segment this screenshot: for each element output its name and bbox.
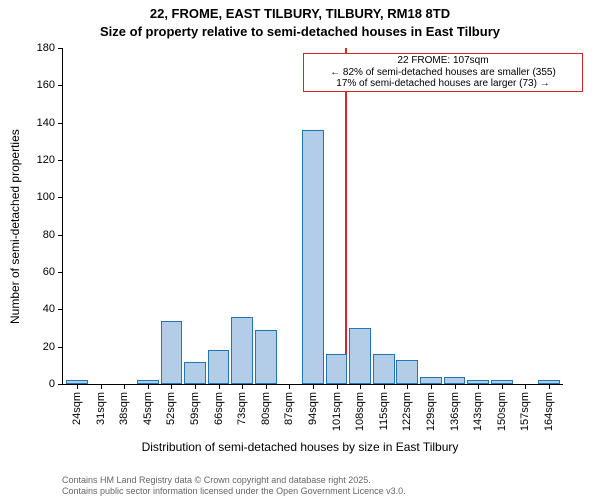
annotation-line2: ← 82% of semi-detached houses are smalle… bbox=[308, 67, 578, 79]
chart-title-line2: Size of property relative to semi-detach… bbox=[0, 24, 600, 39]
x-tick bbox=[171, 384, 172, 389]
footer-line1: Contains HM Land Registry data © Crown c… bbox=[62, 475, 406, 485]
x-tick-label: 101sqm bbox=[331, 392, 343, 431]
y-tick-label: 60 bbox=[43, 266, 55, 278]
x-tick bbox=[124, 384, 125, 389]
x-axis-label: Distribution of semi-detached houses by … bbox=[0, 440, 600, 454]
x-tick-label: 87sqm bbox=[283, 392, 295, 425]
histogram-bar bbox=[255, 330, 277, 384]
y-tick-label: 120 bbox=[37, 154, 55, 166]
annotation-box: 22 FROME: 107sqm ← 82% of semi-detached … bbox=[303, 53, 583, 92]
y-tick bbox=[58, 197, 63, 198]
chart-container: { "title_line1": "22, FROME, EAST TILBUR… bbox=[0, 0, 600, 500]
x-tick bbox=[360, 384, 361, 389]
y-tick bbox=[58, 347, 63, 348]
x-tick-label: 157sqm bbox=[519, 392, 531, 431]
histogram-bar bbox=[444, 377, 466, 384]
x-tick bbox=[337, 384, 338, 389]
x-tick-label: 52sqm bbox=[165, 392, 177, 425]
histogram-bar bbox=[396, 360, 418, 384]
x-tick-label: 45sqm bbox=[142, 392, 154, 425]
y-tick bbox=[58, 85, 63, 86]
x-tick-label: 31sqm bbox=[95, 392, 107, 425]
y-tick bbox=[58, 309, 63, 310]
x-tick-label: 108sqm bbox=[354, 392, 366, 431]
y-tick bbox=[58, 235, 63, 236]
x-tick bbox=[219, 384, 220, 389]
y-tick bbox=[58, 123, 63, 124]
x-tick bbox=[502, 384, 503, 389]
x-tick-label: 122sqm bbox=[401, 392, 413, 431]
x-tick bbox=[266, 384, 267, 389]
footer-line2: Contains public sector information licen… bbox=[62, 486, 406, 496]
histogram-bar bbox=[326, 354, 348, 384]
x-tick-label: 80sqm bbox=[260, 392, 272, 425]
histogram-bar bbox=[373, 354, 395, 384]
x-tick bbox=[431, 384, 432, 389]
x-tick bbox=[549, 384, 550, 389]
x-tick-label: 59sqm bbox=[189, 392, 201, 425]
property-marker-line bbox=[345, 48, 347, 384]
y-tick-label: 40 bbox=[43, 303, 55, 315]
x-tick-label: 164sqm bbox=[543, 392, 555, 431]
x-tick bbox=[525, 384, 526, 389]
x-tick bbox=[101, 384, 102, 389]
x-tick-label: 66sqm bbox=[213, 392, 225, 425]
y-tick-label: 160 bbox=[37, 79, 55, 91]
annotation-line3: 17% of semi-detached houses are larger (… bbox=[308, 78, 578, 90]
annotation-line1: 22 FROME: 107sqm bbox=[308, 55, 578, 67]
histogram-bar bbox=[302, 130, 324, 384]
x-tick-label: 136sqm bbox=[449, 392, 461, 431]
y-tick bbox=[58, 48, 63, 49]
x-tick-label: 150sqm bbox=[496, 392, 508, 431]
histogram-bar bbox=[161, 321, 183, 384]
y-tick bbox=[58, 160, 63, 161]
x-tick-label: 143sqm bbox=[472, 392, 484, 431]
y-tick bbox=[58, 272, 63, 273]
x-tick bbox=[407, 384, 408, 389]
x-tick bbox=[195, 384, 196, 389]
histogram-bar bbox=[184, 362, 206, 384]
histogram-bar bbox=[349, 328, 371, 384]
y-tick-label: 80 bbox=[43, 229, 55, 241]
x-tick bbox=[384, 384, 385, 389]
x-tick-label: 38sqm bbox=[118, 392, 130, 425]
x-tick-label: 73sqm bbox=[236, 392, 248, 425]
y-tick-label: 140 bbox=[37, 117, 55, 129]
y-tick-label: 20 bbox=[43, 341, 55, 353]
y-tick-label: 0 bbox=[49, 378, 55, 390]
x-tick bbox=[455, 384, 456, 389]
x-tick bbox=[313, 384, 314, 389]
histogram-bar bbox=[231, 317, 253, 384]
x-tick-label: 94sqm bbox=[307, 392, 319, 425]
x-tick-label: 129sqm bbox=[425, 392, 437, 431]
chart-title-line1: 22, FROME, EAST TILBURY, TILBURY, RM18 8… bbox=[0, 6, 600, 21]
plot-area: 22 FROME: 107sqm ← 82% of semi-detached … bbox=[62, 48, 563, 385]
x-tick bbox=[242, 384, 243, 389]
x-tick-label: 24sqm bbox=[71, 392, 83, 425]
histogram-bar bbox=[208, 350, 230, 384]
histogram-bar bbox=[420, 377, 442, 384]
y-tick bbox=[58, 384, 63, 385]
x-tick bbox=[77, 384, 78, 389]
x-tick-label: 115sqm bbox=[378, 392, 390, 430]
y-axis-label: Number of semi-detached properties bbox=[8, 129, 22, 324]
footer-attribution: Contains HM Land Registry data © Crown c… bbox=[62, 475, 406, 496]
y-tick-label: 100 bbox=[37, 191, 55, 203]
x-tick bbox=[148, 384, 149, 389]
y-tick-label: 180 bbox=[37, 42, 55, 54]
x-tick bbox=[289, 384, 290, 389]
x-tick bbox=[478, 384, 479, 389]
